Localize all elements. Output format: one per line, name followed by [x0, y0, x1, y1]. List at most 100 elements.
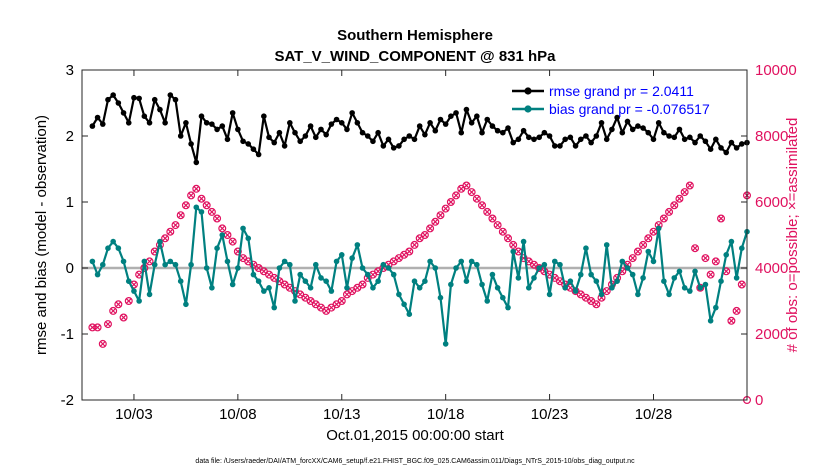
bias-point — [94, 271, 101, 278]
rmse-point — [136, 95, 142, 102]
rmse-point — [198, 113, 205, 119]
bias-point — [411, 278, 418, 285]
obs-possible-circle — [166, 227, 175, 236]
x-tick-label: 10/18 — [427, 406, 465, 423]
obs-count-marker — [504, 234, 513, 243]
bias-point — [115, 245, 122, 251]
rmse-point — [209, 121, 215, 127]
obs-assimilated-cross — [645, 235, 652, 242]
rmse-point — [474, 113, 480, 119]
rmse-point — [125, 120, 132, 126]
obs-assimilated-cross — [686, 182, 693, 189]
obs-count-marker — [691, 244, 700, 253]
bias-point — [89, 258, 96, 265]
bias-point — [359, 265, 366, 271]
obs-possible-circle — [187, 191, 196, 200]
bias-point — [697, 285, 704, 291]
obs-possible-circle — [670, 201, 679, 210]
obs-possible-circle — [410, 240, 419, 249]
bias-point — [203, 265, 210, 271]
obs-count-marker — [176, 211, 185, 220]
bias-point — [713, 304, 719, 311]
obs-count-marker — [103, 320, 112, 329]
rmse-point — [110, 92, 116, 98]
obs-count-marker — [181, 201, 190, 210]
bias-point — [193, 204, 200, 211]
bias-point — [479, 281, 485, 288]
obs-assimilated-cross — [510, 241, 517, 248]
rmse-point — [287, 120, 293, 126]
bias-point — [406, 311, 413, 318]
obs-possible-circle — [124, 297, 133, 306]
obs-count-marker — [509, 240, 518, 249]
rmse-point — [255, 151, 262, 158]
rmse-point — [214, 126, 220, 133]
rmse-point — [666, 133, 672, 139]
obs-count-marker — [711, 257, 720, 266]
obs-possible-circle — [691, 244, 700, 253]
bias-point — [437, 294, 444, 301]
rmse-point — [551, 143, 558, 149]
x-tick-label: 10/13 — [323, 406, 361, 423]
obs-assimilated-cross — [666, 208, 673, 215]
obs-assimilated-cross — [162, 235, 169, 242]
bias-point — [240, 225, 246, 232]
obs-assimilated-cross — [99, 340, 106, 347]
rmse-point — [453, 110, 459, 116]
obs-count-marker — [467, 188, 476, 197]
y-tick-label: -1 — [61, 326, 74, 343]
rmse-point — [432, 127, 439, 134]
bias-point — [510, 248, 517, 255]
obs-assimilated-cross — [489, 215, 496, 222]
bias-point — [422, 278, 428, 285]
rmse-point — [702, 138, 709, 145]
obs-count-marker — [680, 188, 689, 197]
obs-assimilated-cross — [432, 218, 439, 225]
bias-point — [484, 298, 491, 304]
obs-possible-circle — [488, 214, 497, 223]
obs-assimilated-cross — [504, 235, 512, 242]
x-tick-label: 10/08 — [219, 406, 257, 423]
rmse-point — [567, 134, 574, 141]
bias-point — [707, 318, 714, 324]
x-axis-label: Oct.01,2015 00:00:00 start — [326, 427, 504, 444]
obs-count-marker — [197, 194, 206, 203]
obs-count-marker — [665, 207, 674, 216]
bias-point — [162, 261, 168, 268]
legend: rmse grand pr = 2.0411 bias grand pr = -… — [512, 83, 710, 117]
y-tick-label: 3 — [66, 62, 74, 79]
rmse-point — [692, 139, 698, 146]
bias-point — [629, 271, 636, 278]
rmse-point — [344, 126, 350, 133]
bias-point — [733, 275, 740, 281]
bias-point — [110, 238, 116, 245]
bias-point — [718, 278, 724, 285]
obs-count-marker — [202, 201, 211, 210]
bias-point — [666, 291, 672, 298]
bias-point — [588, 271, 594, 278]
rmse-point — [364, 133, 371, 139]
rmse-point — [359, 129, 366, 136]
rmse-point — [183, 120, 189, 126]
bias-point — [271, 304, 278, 311]
bias-point — [546, 291, 553, 298]
rmse-point — [416, 123, 423, 129]
obs-count-marker — [462, 181, 471, 190]
obs-assimilated-cross — [473, 195, 480, 202]
plot-frame — [81, 69, 748, 401]
bias-point — [136, 298, 142, 304]
obs-assimilated-cross — [453, 192, 460, 199]
obs-count-marker — [706, 270, 715, 279]
bias-point — [494, 285, 501, 291]
rmse-point — [281, 143, 288, 149]
rmse-point — [266, 134, 272, 141]
bias-point — [728, 238, 735, 245]
rmse-point — [177, 133, 184, 139]
obs-assimilated-cross — [229, 238, 236, 245]
obs-possible-circle — [467, 188, 476, 197]
obs-count-marker — [114, 300, 123, 309]
rmse-point — [157, 106, 163, 113]
legend-bias-marker — [524, 105, 532, 113]
obs-assimilated-cross — [593, 301, 600, 308]
